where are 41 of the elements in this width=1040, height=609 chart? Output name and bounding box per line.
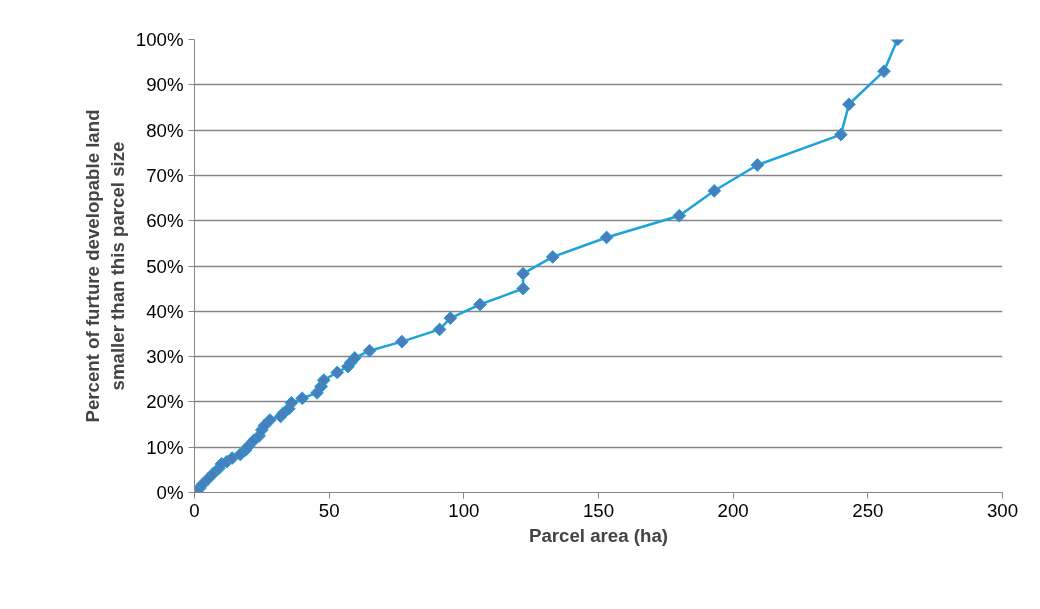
point (516, 266, 530, 281)
y-tick-label: 10% (146, 436, 184, 458)
y-tick-label: 80% (146, 119, 184, 141)
y-tick-label: 100% (135, 29, 184, 50)
y-tick-label: 50% (146, 255, 184, 277)
point (347, 351, 362, 365)
point (516, 281, 530, 296)
point (877, 64, 891, 79)
x-tick-label: 50 (318, 499, 340, 521)
x-tick-label: 300 (986, 499, 1019, 521)
point (750, 158, 765, 172)
point (443, 311, 458, 325)
point (473, 297, 487, 312)
y-tick-label: 20% (146, 391, 184, 413)
point (395, 334, 409, 349)
x-tick-label: 250 (852, 499, 884, 521)
point (284, 395, 299, 410)
point (263, 413, 277, 427)
point (362, 343, 377, 358)
point (842, 97, 856, 112)
y-tick-label: 60% (146, 210, 184, 232)
y-tick-label: 40% (146, 300, 184, 322)
point (834, 127, 848, 142)
y-tick-label: 0% (156, 482, 184, 503)
y-tick-label: 90% (146, 74, 184, 96)
point (545, 250, 560, 264)
x-tick-label: 200 (717, 499, 749, 521)
x-tick-label: 0 (189, 499, 200, 521)
x-tick-label: 150 (582, 499, 615, 521)
point (295, 391, 310, 406)
y-tick-label: 30% (146, 346, 184, 368)
point (599, 230, 614, 245)
x-axis-title: Parcel area (ha) (529, 524, 668, 546)
point (316, 373, 331, 388)
point (432, 322, 447, 337)
y-tick-label: 70% (146, 164, 184, 186)
y-axis-title: Percent of furture developable land smaller than this parcel size (81, 109, 128, 423)
point (707, 183, 722, 198)
x-tick-label: 100 (448, 499, 480, 521)
point (330, 365, 345, 380)
point (672, 208, 687, 223)
